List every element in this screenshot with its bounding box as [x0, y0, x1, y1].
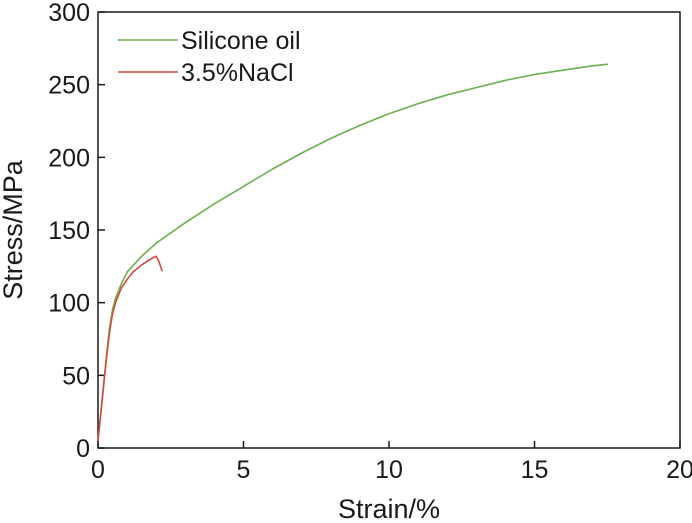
x-axis-title: Strain/% [338, 494, 440, 523]
series-line-silicone-oil [97, 63, 609, 442]
y-tick-label: 250 [48, 72, 90, 100]
y-tick-label: 150 [48, 217, 90, 245]
x-tick-label: 5 [237, 456, 251, 484]
x-tick-label: 15 [521, 456, 549, 484]
legend: Silicone oil 3.5%NaCl [118, 27, 301, 87]
y-tick-label: 100 [48, 290, 90, 318]
y-axis-title: Stress/MPa [0, 159, 28, 300]
legend-label-nacl: 3.5%NaCl [181, 59, 294, 87]
x-axis-ticks: 0 5 10 15 20 [91, 441, 692, 484]
y-axis-ticks: 0 50 100 150 200 250 300 [48, 0, 105, 463]
x-tick-label: 0 [91, 456, 105, 484]
series-layer [97, 63, 609, 442]
series-line-nacl [97, 255, 163, 442]
y-tick-label: 200 [48, 144, 90, 172]
x-tick-label: 10 [375, 456, 403, 484]
y-tick-label: 0 [76, 435, 90, 463]
legend-label-silicone-oil: Silicone oil [181, 27, 301, 55]
y-tick-label: 50 [62, 362, 90, 390]
y-tick-label: 300 [48, 0, 90, 27]
x-tick-label: 20 [666, 456, 692, 484]
